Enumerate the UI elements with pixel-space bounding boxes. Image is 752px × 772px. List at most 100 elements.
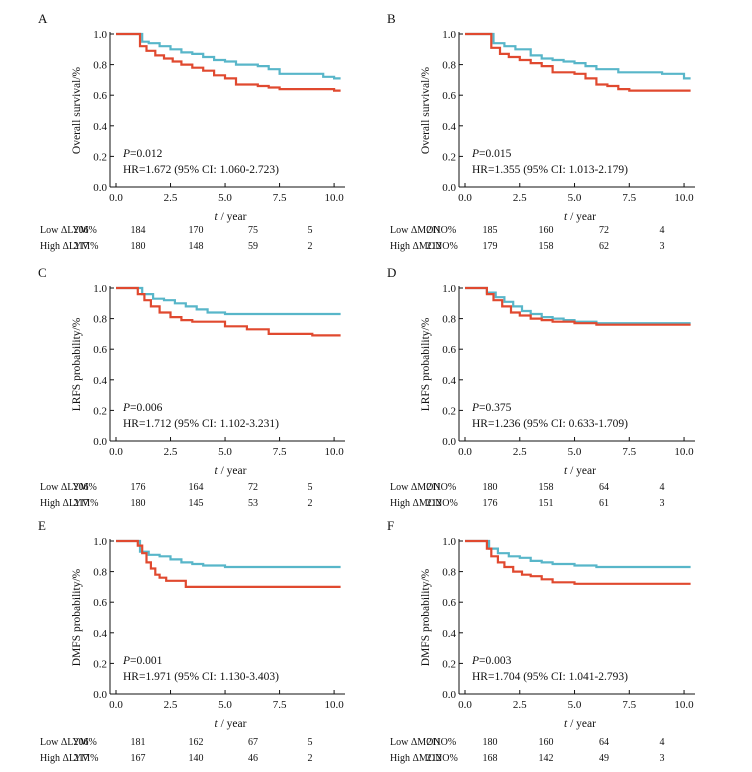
y-tick-label: 0.4 [442,628,456,640]
risk-count: 162 [189,737,204,748]
risk-row-label: Low ΔLYM% [40,482,97,493]
risk-count: 212 [427,498,442,509]
y-tick-label: 0.0 [93,689,107,701]
p-value-annotation: P=0.006 [122,402,163,414]
risk-row-label: Low ΔMONO% [390,737,456,748]
panel-f: F 0.0 0.2 0.4 0.6 0.8 1.0 0.0 2.5 5.0 7.5 10.0 t / y… [387,518,695,764]
risk-count: 180 [131,498,146,509]
risk-count: 5 [308,225,313,236]
y-tick-label: 0.8 [93,314,107,326]
risk-count: 217 [74,241,89,252]
panel-b: B 0.0 0.2 0.4 0.6 0.8 1.0 0.0 2.5 5.0 7.5 10.0 t / y… [387,11,695,252]
y-tick-label: 0.6 [93,597,107,609]
y-tick-label: 0.6 [93,344,107,356]
panel-d: D 0.0 0.2 0.4 0.6 0.8 1.0 0.0 2.5 5.0 7.5 10.0 t / y… [387,265,695,509]
y-axis-label: DMFS probability/% [71,568,83,666]
risk-count: 3 [660,753,665,764]
y-tick-label: 0.4 [442,375,456,387]
y-tick-label: 0.4 [93,121,107,133]
panel-letter: E [38,518,46,533]
risk-row-label: High ΔLYM% [40,498,98,509]
y-tick-label: 0.0 [93,182,107,194]
x-tick-label: 0.0 [458,699,472,711]
x-tick-label: 5.0 [568,446,582,458]
x-tick-label: 7.5 [622,446,636,458]
x-axis-label: t / year [215,211,247,223]
x-tick-label: 5.0 [218,699,232,711]
y-tick-label: 0.4 [93,375,107,387]
risk-row-label: Low ΔLYM% [40,225,97,236]
y-tick-label: 0.2 [93,151,107,163]
y-tick-label: 0.0 [442,689,456,701]
y-axis-label: LRFS probability/% [420,317,432,411]
x-axis-label: t / year [215,718,247,730]
y-tick-label: 0.2 [442,658,456,670]
p-value-annotation: P=0.015 [471,148,512,160]
y-tick-label: 1.0 [442,536,456,548]
x-tick-label: 10.0 [324,699,344,711]
x-tick-label: 7.5 [622,192,636,204]
risk-count: 2 [308,753,313,764]
risk-count: 217 [74,498,89,509]
panel-letter: F [387,518,394,533]
risk-count: 61 [599,498,609,509]
x-tick-label: 2.5 [513,192,527,204]
x-tick-label: 7.5 [622,699,636,711]
risk-count: 4 [660,737,665,748]
risk-count: 145 [189,498,204,509]
risk-count: 164 [189,482,204,493]
x-tick-label: 10.0 [674,192,694,204]
risk-row-label: High ΔLYM% [40,241,98,252]
curve-high-group [116,539,341,588]
x-tick-label: 0.0 [109,446,123,458]
risk-count: 168 [483,753,498,764]
y-tick-label: 0.6 [93,90,107,102]
risk-count: 142 [539,753,554,764]
risk-count: 180 [483,737,498,748]
curve-low-group [116,539,341,569]
risk-count: 206 [74,482,89,493]
risk-count: 72 [248,482,258,493]
p-value-annotation: P=0.012 [122,148,163,160]
panel-a: A 0.0 0.2 0.4 0.6 0.8 1.0 0.0 2.5 5.0 7.5 10.0 t / y… [38,11,345,252]
y-axis-label: Overall survival/% [420,66,432,154]
risk-count: 158 [539,241,554,252]
risk-count: 211 [427,737,442,748]
y-tick-label: 0.8 [442,314,456,326]
risk-count: 212 [427,241,442,252]
x-tick-label: 10.0 [324,192,344,204]
risk-count: 64 [599,482,609,493]
y-tick-label: 0.8 [93,567,107,579]
x-tick-label: 2.5 [164,446,178,458]
risk-count: 181 [131,737,146,748]
risk-count: 53 [248,498,258,509]
y-tick-label: 0.8 [93,60,107,72]
hazard-ratio-annotation: HR=1.672 (95% CI: 1.060-2.723) [123,164,279,176]
risk-count: 59 [248,241,258,252]
x-tick-label: 2.5 [164,699,178,711]
x-tick-label: 7.5 [273,446,287,458]
y-tick-label: 1.0 [93,536,107,548]
risk-count: 140 [189,753,204,764]
risk-count: 158 [539,482,554,493]
risk-count: 64 [599,737,609,748]
y-tick-label: 0.6 [442,90,456,102]
risk-count: 212 [427,753,442,764]
x-tick-label: 10.0 [674,446,694,458]
risk-count: 3 [660,241,665,252]
x-axis-label: t / year [564,465,596,477]
risk-count: 176 [483,498,498,509]
y-tick-label: 0.2 [442,405,456,417]
risk-row-label: Low ΔLYM% [40,737,97,748]
p-value-annotation: P=0.003 [471,655,512,667]
y-tick-label: 0.2 [93,658,107,670]
hazard-ratio-annotation: HR=1.355 (95% CI: 1.013-2.179) [472,164,628,176]
risk-row-label: High ΔMONO% [390,241,458,252]
x-tick-label: 5.0 [218,446,232,458]
y-tick-label: 0.0 [442,436,456,448]
x-tick-label: 5.0 [568,192,582,204]
curve-low-group [465,286,691,325]
risk-count: 206 [74,737,89,748]
x-tick-label: 2.5 [513,699,527,711]
